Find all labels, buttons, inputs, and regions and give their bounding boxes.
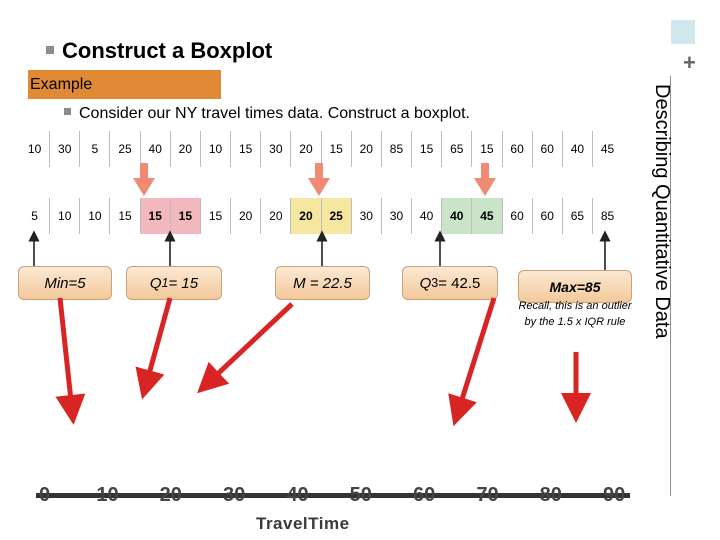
data-cell: 15 <box>322 131 352 167</box>
data-cell: 65 <box>442 131 473 167</box>
min-callout: Min=5 <box>18 266 112 300</box>
instruction-text: Consider our NY travel times data. Const… <box>79 105 470 122</box>
data-cell: 20 <box>291 198 322 234</box>
number-line-tick: 70 <box>476 484 499 506</box>
data-cell: 25 <box>321 198 352 234</box>
red-arrow-q1 <box>135 297 173 400</box>
data-cell: 40 <box>141 131 171 167</box>
number-line-tick: 30 <box>223 484 246 506</box>
data-cell: 60 <box>503 198 533 234</box>
down-arrow-q3 <box>474 163 496 196</box>
side-section-title: Describing Quantitative Data <box>651 84 673 339</box>
data-cell: 10 <box>80 198 111 234</box>
data-cell: 30 <box>352 198 382 234</box>
q3-callout: Q 3 = 42.5 <box>402 266 498 300</box>
max-callout: Max=85 <box>518 270 632 303</box>
q3-subscript: 3 <box>431 276 439 290</box>
red-arrow-median <box>197 302 294 394</box>
corner-accent <box>671 20 695 44</box>
number-line-tick: 0 <box>39 484 51 506</box>
outlier-note: Recall, this is an outlier by the 1.5 x … <box>518 300 632 328</box>
q1-subscript: 1 <box>161 276 169 290</box>
data-cell: 15 <box>170 198 201 234</box>
data-cell: 15 <box>201 198 232 234</box>
data-cell: 15 <box>110 198 141 234</box>
sorted-data-row: 5 10 10 15 15 15 15 20 20 20 25 30 30 40 40 45 60 60 65 85 <box>20 198 622 234</box>
down-arrow-q1 <box>133 163 155 196</box>
data-cell: 10 <box>50 198 81 234</box>
data-cell: 20 <box>261 198 292 234</box>
data-cell: 60 <box>503 131 533 167</box>
number-line-tick: 80 <box>539 484 562 506</box>
example-header-bar <box>28 70 221 99</box>
number-line-title: TravelTime <box>256 514 350 533</box>
data-cell: 60 <box>533 131 563 167</box>
number-line-tick: 10 <box>96 484 119 506</box>
data-cell: 15 <box>472 131 503 167</box>
number-line-tick: 60 <box>413 484 436 506</box>
slide-title: Construct a Boxplot <box>46 38 272 64</box>
data-cell: 40 <box>442 198 473 234</box>
bullet-square-icon <box>46 46 54 55</box>
data-cell: 5 <box>80 131 111 167</box>
data-cell: 15 <box>412 131 443 167</box>
data-cell: 20 <box>171 131 201 167</box>
data-cell: 10 <box>201 131 232 167</box>
red-arrow-min <box>55 297 86 425</box>
q3-letter: Q <box>419 274 432 292</box>
data-cell: 85 <box>382 131 413 167</box>
data-cell: 15 <box>231 131 262 167</box>
data-cell: 20 <box>231 198 262 234</box>
plus-icon: + <box>683 50 696 75</box>
data-cell: 15 <box>140 198 171 234</box>
number-line-tick: 20 <box>159 484 182 506</box>
data-cell: 5 <box>20 198 51 234</box>
raw-data-row: 10 30 5 25 40 20 10 15 30 20 15 20 85 15 65 15 60 60 40 45 <box>20 131 622 167</box>
q3-value: = 42.5 <box>438 274 481 292</box>
down-arrow-median <box>308 163 330 196</box>
data-cell: 45 <box>472 198 503 234</box>
side-divider <box>670 76 671 496</box>
data-cell: 25 <box>110 131 141 167</box>
data-cell: 40 <box>412 198 443 234</box>
q1-letter: Q <box>149 274 162 292</box>
median-callout: M = 22.5 <box>275 266 370 300</box>
number-line-tick: 50 <box>349 484 372 506</box>
data-cell: 30 <box>382 198 413 234</box>
slide-title-text: Construct a Boxplot <box>62 38 273 63</box>
data-cell: 85 <box>600 209 615 223</box>
data-cell: 30 <box>50 131 81 167</box>
data-cell: 60 <box>533 198 563 234</box>
data-cell: 20 <box>291 131 322 167</box>
instruction-bullet: Consider our NY travel times data. Const… <box>64 105 470 123</box>
example-label: Example <box>30 76 93 93</box>
number-line-tick: 90 <box>603 484 626 506</box>
data-cell: 20 <box>352 131 382 167</box>
data-cell: 10 <box>20 131 51 167</box>
bullet-square-icon <box>64 108 71 116</box>
q1-value: = 15 <box>168 274 199 292</box>
data-cell: 40 <box>563 131 593 167</box>
data-cell: 65 <box>563 198 593 234</box>
number-line-tick: 40 <box>286 484 309 506</box>
red-arrow-q3 <box>448 297 497 427</box>
number-line-axis <box>36 493 630 498</box>
data-cell: 30 <box>261 131 292 167</box>
data-cell: 45 <box>600 142 615 156</box>
